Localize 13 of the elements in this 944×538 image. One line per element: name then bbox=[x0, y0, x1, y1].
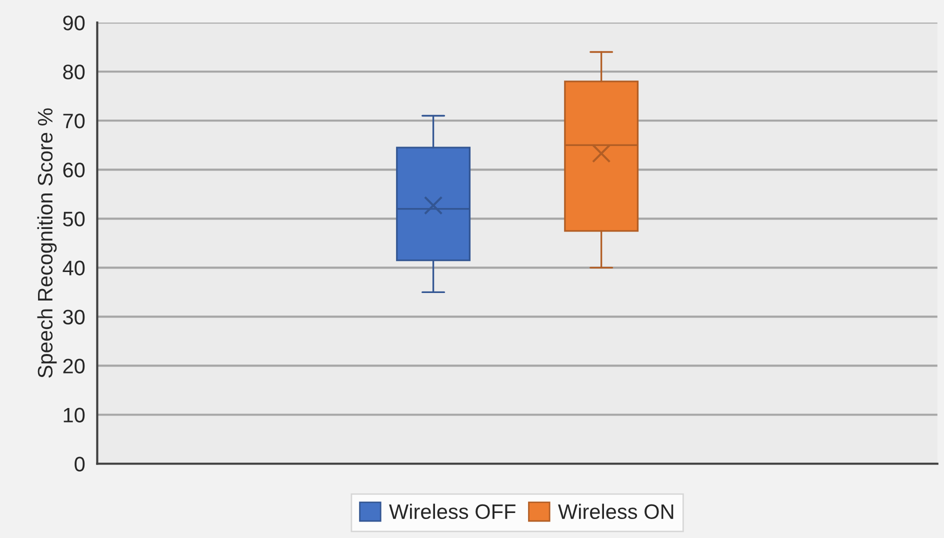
y-tick-label: 20 bbox=[63, 358, 85, 374]
y-tick-label: 10 bbox=[64, 408, 85, 422]
y-tick-label: 40 bbox=[62, 260, 85, 276]
y-tick-label: 30 bbox=[63, 310, 85, 324]
y-tick-label: 60 bbox=[63, 162, 85, 178]
y-tick-label: 90 bbox=[63, 16, 85, 30]
y-axis-title: Speech Recognition Score % bbox=[37, 108, 57, 378]
legend-label: Wireless OFF bbox=[389, 504, 516, 520]
legend-label: Wireless ON bbox=[558, 504, 674, 520]
y-tick-label: 70 bbox=[63, 114, 85, 128]
y-tick-label: 50 bbox=[63, 212, 85, 226]
y-tick-label: 80 bbox=[63, 64, 85, 80]
y-tick-label: 0 bbox=[74, 456, 85, 472]
